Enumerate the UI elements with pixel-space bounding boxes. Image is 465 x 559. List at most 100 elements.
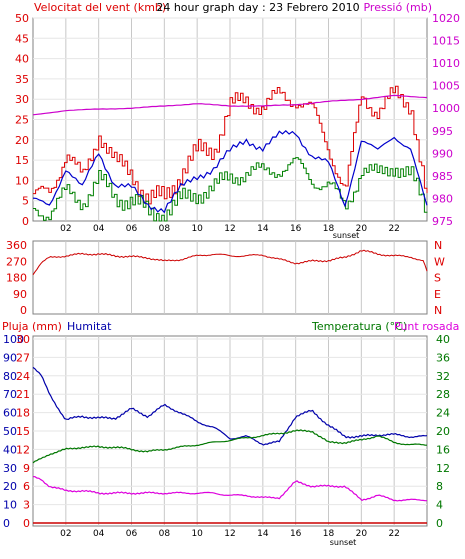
humidity-tick-label: 40: [3, 443, 17, 456]
rain-tick-label: 15: [16, 425, 30, 438]
compass-label: E: [434, 288, 441, 301]
rain-tick-label: 9: [23, 462, 30, 475]
humidity-x-tick-label: 18: [323, 529, 335, 539]
wind-speed-label: Velocitat del vent (kmh): [34, 1, 166, 14]
humidity-tick-label: 50: [3, 425, 17, 438]
wind-axis-tick-label: 50: [15, 12, 29, 25]
humidity-x-tick-label: 14: [257, 529, 269, 539]
direction-tick-label: 270: [6, 255, 27, 268]
rain-tick-label: 30: [16, 333, 30, 346]
wind-x-tick-label: 10: [191, 224, 203, 234]
wind-x-tick-label: 06: [126, 224, 138, 234]
humidity-x-tick-label: 04: [93, 529, 105, 539]
pressure-axis-tick-label: 1000: [432, 102, 460, 115]
direction-tick-label: 90: [13, 288, 27, 301]
humidity-tick-label: 0: [3, 517, 10, 530]
wind-x-axis-ticks: 02 04 06 08 10 12 14 16 18 20 22: [60, 224, 400, 234]
humidity-label: Humitat: [67, 320, 112, 333]
pressure-line: [32, 94, 428, 116]
direction-tick-label: 180: [6, 272, 27, 285]
humidity-tick-label: 80: [3, 370, 17, 383]
humidity-tick-label: 20: [3, 480, 17, 493]
wind-axis-tick-label: 5: [22, 195, 29, 208]
humidity-line: [32, 366, 428, 446]
pressure-axis-tick-label: 980: [432, 192, 453, 205]
direction-tick-label: 0: [20, 304, 27, 317]
wind-average-line: [32, 129, 428, 214]
temperature-tick-label: 12: [436, 462, 450, 475]
compass-label: N: [434, 239, 442, 252]
humidity-x-tick-label: 10: [191, 529, 203, 539]
pressure-axis-tick-label: 1010: [432, 57, 460, 70]
temperature-tick-label: 4: [436, 499, 443, 512]
humidity-tick-label: 90: [3, 351, 17, 364]
temperature-tick-label: 8: [436, 480, 443, 493]
rain-tick-label: 0: [23, 517, 30, 530]
wind-x-tick-label: 02: [60, 224, 71, 234]
temperature-tick-label: 40: [436, 333, 450, 346]
wind-axis-tick-label: 45: [15, 32, 29, 45]
temperature-tick-label: 32: [436, 370, 450, 383]
temperature-tick-label: 24: [436, 407, 450, 420]
wind-axis-tick-label: 10: [15, 174, 29, 187]
humidity-x-tick-label: 22: [388, 529, 399, 539]
wind-x-tick-label: 14: [257, 224, 269, 234]
wind-axis-tick-label: 35: [15, 73, 29, 86]
wind-x-tick-label: 08: [159, 224, 171, 234]
wind-axis-tick-label: 30: [15, 93, 29, 106]
humidity-x-tick-label: 20: [356, 529, 368, 539]
direction-left-axis-ticks: 0 90 180 270 360: [6, 239, 27, 317]
rain-tick-label: 21: [16, 388, 30, 401]
compass-label: N: [434, 304, 442, 317]
humidity-tick-label: 10: [3, 499, 17, 512]
humidity-axis-ticks: 0 10 20 30 40 50 60 70 80 90 100: [3, 333, 24, 530]
pressure-axis-tick-label: 985: [432, 170, 453, 183]
wind-x-tick-label: 18: [323, 224, 335, 234]
wind-x-tick-label: 12: [224, 224, 235, 234]
dewpoint-label: Punt rosada: [394, 320, 459, 333]
wind-axis-tick-label: 40: [15, 53, 29, 66]
temperature-label: Temperatura (°C): [311, 320, 407, 333]
sunset-label-top: sunset: [333, 231, 360, 240]
graph-title: 24 hour graph day : 23 Febrero 2010: [156, 1, 359, 14]
humidity-x-tick-label: 02: [60, 529, 71, 539]
rain-tick-label: 24: [16, 370, 30, 383]
humidity-x-axis-ticks: 02 04 06 08 10 12 14 16 18 20 22: [60, 529, 400, 539]
wind-panel-series: [32, 85, 428, 222]
humidity-x-tick-label: 16: [290, 529, 302, 539]
rain-tick-label: 27: [16, 351, 30, 364]
wind-x-tick-label: 16: [290, 224, 302, 234]
pressure-axis-tick-label: 990: [432, 147, 453, 160]
sunset-label-bottom: sunset: [330, 538, 357, 547]
pressure-axis-tick-label: 1020: [432, 12, 460, 25]
wind-mean-line: [33, 157, 428, 222]
temperature-axis-ticks: 0 4 8 12 16 20 24 28 32 36 40: [436, 333, 450, 530]
rain-tick-label: 6: [23, 480, 30, 493]
humidity-tick-label: 30: [3, 462, 17, 475]
humidity-tick-label: 70: [3, 388, 17, 401]
wind-axis-tick-label: 25: [15, 114, 29, 127]
compass-label: S: [434, 272, 441, 285]
wind-axis-tick-label: 15: [15, 154, 29, 167]
compass-label: W: [434, 255, 445, 268]
rain-tick-label: 12: [16, 443, 30, 456]
temperature-tick-label: 16: [436, 443, 450, 456]
wind-axis-tick-label: 20: [15, 134, 29, 147]
temperature-tick-label: 0: [436, 517, 443, 530]
wind-axis-tick-label: 0: [22, 215, 29, 228]
wind-x-tick-label: 20: [356, 224, 368, 234]
humidity-tick-label: 60: [3, 407, 17, 420]
pressure-right-axis-ticks: 975 980 985 990 995 1000 1005 1010 1015 1020: [432, 12, 460, 228]
humidity-x-tick-label: 08: [159, 529, 171, 539]
humidity-horizontal-grid: [33, 338, 427, 506]
temperature-tick-label: 36: [436, 351, 450, 364]
wind-x-tick-label: 04: [93, 224, 105, 234]
pressure-axis-tick-label: 1015: [432, 35, 460, 48]
temperature-tick-label: 28: [436, 388, 450, 401]
humidity-tick-label: 100: [3, 333, 24, 346]
direction-tick-label: 360: [6, 239, 27, 252]
rain-axis-ticks: 0 3 6 9 12 15 18 21 24 27 30: [16, 333, 30, 530]
